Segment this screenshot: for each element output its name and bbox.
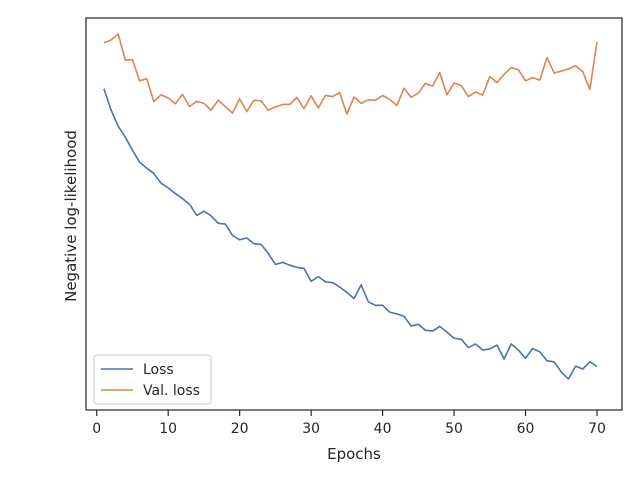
x-tick-label: 60: [517, 421, 535, 437]
x-tick-label: 50: [445, 421, 463, 437]
x-tick-label: 0: [92, 421, 101, 437]
x-tick-label: 20: [231, 421, 249, 437]
series-layer: [103, 33, 598, 380]
legend-box: [93, 354, 212, 405]
x-tick-label: 30: [302, 421, 320, 437]
x-tick-label: 40: [374, 421, 392, 437]
legend: Loss Val. loss: [93, 354, 212, 405]
legend-label-loss: Loss: [143, 362, 174, 378]
x-axis: 0 10 20 30 40 50 60 70: [92, 410, 606, 437]
plot-frame: [85, 17, 623, 411]
x-tick-label: 70: [588, 421, 606, 437]
x-tick-label: 10: [159, 421, 177, 437]
legend-label-val-loss: Val. loss: [143, 383, 200, 399]
y-axis-label: Negative log-likelihood: [62, 130, 80, 302]
series-line-loss: [103, 88, 598, 380]
x-axis-label: Epochs: [327, 445, 381, 463]
series-line-val-loss: [103, 33, 598, 115]
